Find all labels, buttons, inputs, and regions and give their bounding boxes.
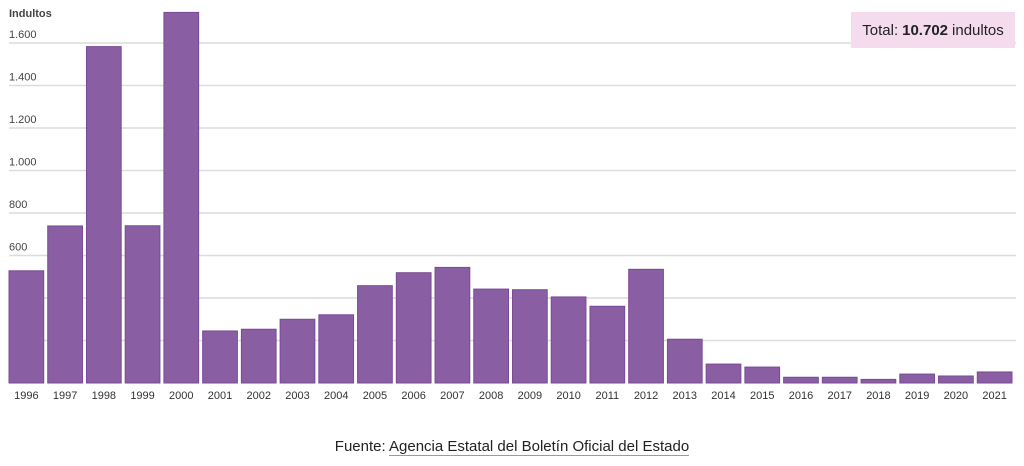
- y-tick-label: 1.400: [9, 72, 37, 84]
- x-tick-label: 2003: [285, 390, 309, 402]
- bar: [8, 270, 45, 384]
- x-tick-label: 2004: [324, 390, 348, 402]
- bar: [47, 225, 83, 384]
- bar: [279, 318, 316, 384]
- x-tick-label: 1997: [53, 390, 77, 402]
- x-tick-label: 2021: [982, 390, 1006, 402]
- y-tick-label: 1.200: [9, 114, 37, 126]
- y-tick-label: 600: [9, 242, 27, 254]
- total-badge: Total: 10.702 indultos: [851, 12, 1015, 48]
- source-note: Fuente: Agencia Estatal del Boletín Ofic…: [0, 438, 1024, 456]
- x-tick-label: 2015: [750, 390, 774, 402]
- bar: [860, 378, 897, 384]
- bar: [124, 225, 161, 384]
- x-tick-label: 2009: [518, 390, 542, 402]
- x-tick-label: 2013: [673, 390, 697, 402]
- bar: [85, 46, 122, 384]
- total-prefix: Total:: [862, 21, 899, 39]
- x-tick-label: 2010: [556, 390, 580, 402]
- bar: [783, 376, 819, 384]
- bar: [821, 376, 858, 384]
- x-tick-label: 2000: [169, 390, 193, 402]
- total-value: 10.702: [902, 21, 949, 39]
- y-axis-label: Indultos: [9, 8, 52, 20]
- x-tick-label: 2016: [789, 390, 813, 402]
- bar: [666, 338, 703, 384]
- x-tick-label: 1999: [130, 390, 154, 402]
- x-tick-label: 2007: [440, 390, 464, 402]
- x-tick-label: 2006: [401, 390, 425, 402]
- x-tick-label: 2002: [247, 390, 271, 402]
- total-suffix: indultos: [952, 21, 1004, 39]
- x-tick-label: 1996: [14, 390, 38, 402]
- bar: [473, 288, 509, 384]
- bar: [240, 328, 277, 384]
- x-tick-label: 2019: [905, 390, 929, 402]
- bar: [202, 330, 238, 384]
- bar: [938, 375, 974, 384]
- bar: [744, 366, 781, 384]
- bar: [589, 305, 626, 384]
- bar: [395, 272, 432, 384]
- x-tick-label: 2011: [595, 390, 619, 402]
- x-tick-label: 2001: [208, 390, 232, 402]
- x-tick-label: 2005: [363, 390, 387, 402]
- bar: [163, 11, 200, 384]
- bar: [512, 289, 548, 384]
- x-tick-label: 2020: [944, 390, 968, 402]
- x-tick-label: 2008: [479, 390, 503, 402]
- x-tick-label: 1998: [92, 390, 116, 402]
- bar: [976, 371, 1013, 384]
- source-prefix: Fuente:: [334, 438, 386, 455]
- bar-chart: 600 800 1.000 1.200 1.400 1.600 Indultos 1996 19…: [8, 8, 1016, 402]
- bar: [318, 314, 355, 384]
- bar: [628, 268, 664, 384]
- x-tick-label: 2017: [827, 390, 851, 402]
- x-tick-label: 2014: [711, 390, 735, 402]
- y-tick-label: 1.600: [9, 29, 37, 41]
- source-link[interactable]: Agencia Estatal del Boletín Oficial del …: [389, 438, 690, 456]
- bar: [705, 363, 742, 384]
- bar: [550, 296, 587, 384]
- bar: [434, 266, 471, 384]
- y-tick-label: 1.000: [9, 157, 37, 169]
- x-tick-label: 2012: [634, 390, 658, 402]
- bar: [899, 373, 936, 384]
- y-tick-label: 800: [9, 199, 27, 211]
- bar: [357, 285, 393, 384]
- x-tick-label: 2018: [866, 390, 890, 402]
